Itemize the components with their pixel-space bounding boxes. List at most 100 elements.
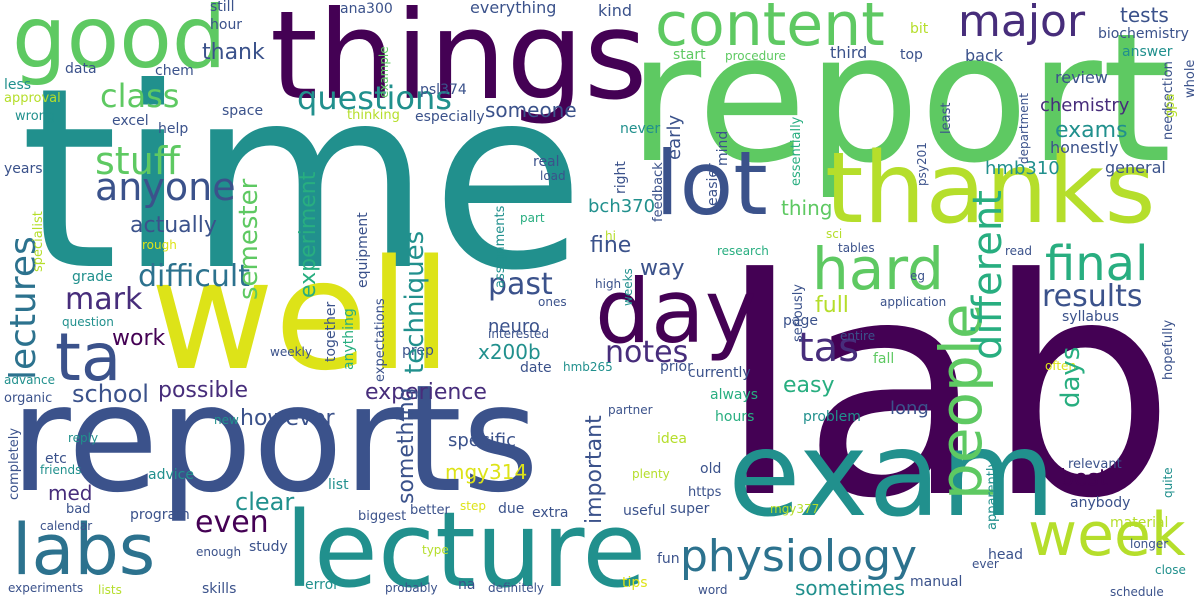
cloud-word: difficult [138, 259, 250, 294]
cloud-word: better [410, 503, 450, 518]
cloud-word: seriously [791, 284, 806, 342]
cloud-word: excel [112, 113, 149, 129]
cloud-word: well [150, 227, 453, 404]
cloud-word: sometimes [795, 576, 906, 600]
cloud-word: different [965, 190, 1011, 360]
cloud-word: biochemistry [1098, 26, 1189, 42]
cloud-word: list [328, 477, 349, 493]
cloud-word: extra [532, 505, 569, 521]
cloud-word: mind [715, 130, 731, 166]
cloud-word: lecture [285, 489, 647, 600]
cloud-word: plenty [632, 467, 670, 481]
cloud-word: questions [297, 79, 452, 117]
cloud-word: back [965, 46, 1004, 65]
cloud-word: mgy314 [445, 460, 528, 484]
cloud-word: application [880, 295, 947, 309]
cloud-word: weeks [621, 268, 635, 306]
cloud-word: experiment [296, 171, 321, 298]
cloud-word: high [595, 277, 622, 291]
cloud-word: thanks [825, 132, 1156, 246]
cloud-word: gpa [1163, 93, 1178, 118]
cloud-word: lot [655, 132, 768, 235]
cloud-word: rough [142, 238, 177, 252]
cloud-word: top [900, 47, 923, 63]
cloud-word: neuro [488, 316, 540, 337]
cloud-word: department [1017, 93, 1031, 164]
cloud-word: final [1045, 236, 1149, 292]
cloud-word: hard [812, 235, 944, 303]
cloud-word: always [710, 387, 759, 403]
cloud-word: anything [341, 308, 357, 370]
cloud-word: research [717, 244, 769, 258]
cloud-word: essentially [789, 116, 804, 186]
cloud-word: right [613, 161, 629, 194]
cloud-word: best [1060, 466, 1108, 491]
cloud-word: organic [4, 391, 53, 406]
cloud-word: x200b [478, 340, 541, 364]
cloud-word: past [488, 267, 553, 302]
cloud-word: content [655, 0, 885, 60]
cloud-word: psy201 [915, 142, 929, 186]
cloud-word: tips [622, 575, 648, 591]
cloud-word: experience [365, 380, 487, 405]
cloud-word: time [20, 34, 585, 325]
cloud-word: hours [715, 409, 755, 425]
cloud-word: help [158, 121, 189, 137]
cloud-word: due [498, 501, 525, 517]
cloud-word: clear [235, 488, 295, 516]
cloud-word: years [4, 161, 43, 177]
cloud-word: program [130, 507, 190, 523]
cloud-word: everything [470, 0, 557, 17]
cloud-word: mgy377 [770, 502, 820, 516]
cloud-word: hmb265 [563, 360, 613, 374]
cloud-word: important [582, 415, 607, 524]
cloud-word: easy [783, 373, 835, 398]
cloud-word: long [890, 398, 929, 419]
cloud-word: approval [4, 91, 61, 106]
cloud-word: together [323, 301, 339, 362]
cloud-word: especially [415, 109, 485, 125]
cloud-word: fun [657, 551, 680, 567]
cloud-word: fine [590, 233, 632, 258]
cloud-word: major [958, 0, 1086, 47]
cloud-word: never [620, 121, 661, 137]
cloud-word: anybody [1070, 495, 1131, 511]
cloud-word: fall [873, 351, 895, 367]
cloud-word: currently [688, 365, 751, 381]
cloud-word: old [700, 461, 722, 477]
cloud-word: prior [660, 359, 693, 375]
cloud-word: example [377, 46, 391, 98]
cloud-word: equipment [355, 212, 371, 288]
cloud-word: prep [402, 343, 434, 359]
cloud-word: specific [448, 430, 517, 451]
cloud-word: semester [234, 178, 264, 300]
cloud-word: space [222, 103, 264, 119]
cloud-word: advice [148, 467, 194, 483]
cloud-word: step [460, 499, 486, 513]
cloud-word: whole [1183, 59, 1198, 98]
cloud-word: tests [1120, 3, 1169, 27]
cloud-word: general [1105, 158, 1166, 177]
cloud-word: actually [130, 213, 217, 238]
cloud-word: med [48, 481, 93, 505]
cloud-word: weekly [270, 345, 312, 359]
cloud-word: kind [598, 1, 633, 20]
cloud-word: part [520, 211, 545, 225]
cloud-word: bch370 [588, 196, 656, 217]
cloud-word: results [1042, 279, 1143, 314]
cloud-word: something [394, 387, 419, 504]
cloud-word: ta [55, 319, 122, 396]
cloud-word: thank [202, 40, 265, 65]
cloud-word: data [65, 61, 97, 77]
cloud-word: page [783, 313, 818, 329]
cloud-word: days [1056, 346, 1086, 408]
cloud-word: lists [98, 583, 122, 597]
cloud-word: https [688, 485, 722, 500]
cloud-word: friends [40, 463, 82, 477]
cloud-word: procedure [725, 49, 786, 63]
cloud-word: longer [1130, 537, 1169, 551]
cloud-word: school [72, 380, 149, 408]
cloud-word: thinking [347, 108, 400, 123]
cloud-word: less [4, 77, 32, 93]
